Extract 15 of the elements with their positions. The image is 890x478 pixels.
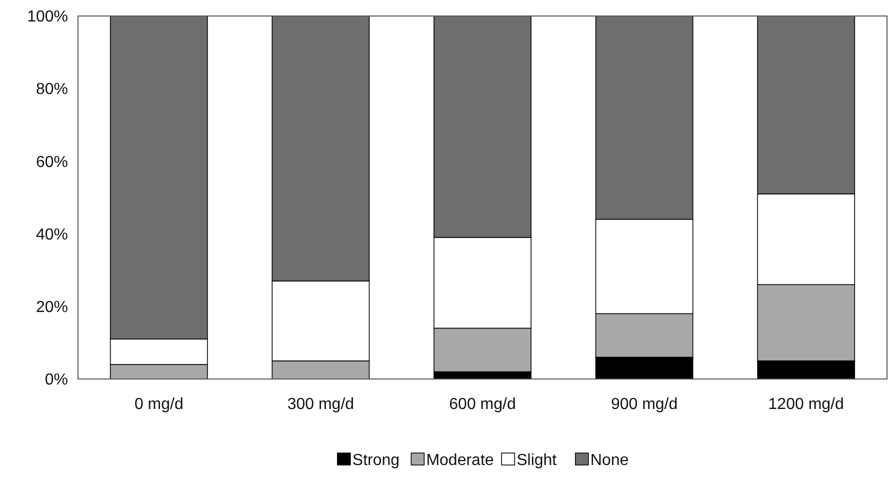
y-tick-label: 40% [36, 226, 68, 244]
x-tick-label: 0 mg/d [134, 396, 184, 413]
y-tick-label: 80% [36, 81, 68, 98]
x-tick-label: 1200 mg/d [768, 396, 844, 413]
x-tick-label: 900 mg/d [610, 396, 678, 413]
legend-label: Moderate [426, 452, 494, 469]
y-tick-label: 100% [27, 8, 68, 26]
x-tick-label: 600 mg/d [449, 396, 516, 413]
legend-label: None [590, 452, 629, 469]
legend-label: Strong [352, 452, 400, 469]
y-tick-label: 60% [36, 154, 68, 171]
y-tick-label: 0% [44, 372, 68, 389]
x-tick-label: 300 mg/d [287, 396, 354, 413]
legend-label: Slight [516, 452, 558, 469]
y-tick-label: 20% [36, 299, 68, 316]
